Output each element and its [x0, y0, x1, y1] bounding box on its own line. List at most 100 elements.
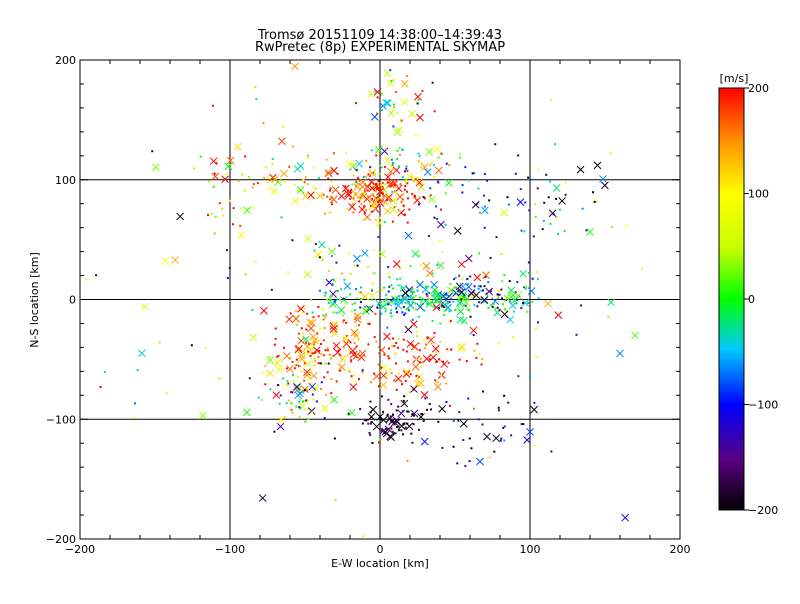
data-point-dot — [347, 412, 350, 415]
data-point-dot — [359, 306, 362, 309]
data-point-dot — [397, 405, 400, 408]
data-point-x — [548, 209, 557, 218]
data-point-x — [586, 228, 594, 236]
data-point-dot — [397, 372, 400, 375]
data-point-dot — [374, 206, 377, 209]
data-point-dot — [497, 406, 500, 409]
data-point-dot — [327, 362, 330, 365]
data-point-dot — [404, 379, 407, 382]
data-point-dot — [425, 284, 428, 287]
data-point-dot — [274, 327, 277, 330]
data-point-dot — [333, 300, 336, 303]
data-point-dot — [419, 361, 422, 364]
data-point-x — [422, 355, 431, 363]
data-point-dot — [298, 415, 301, 418]
data-point-dot — [315, 400, 318, 403]
data-point-dot — [480, 363, 483, 366]
data-point-dot — [380, 109, 383, 112]
data-point-dot — [472, 334, 475, 337]
data-point-dot — [363, 419, 366, 422]
data-point-dot — [322, 314, 325, 317]
data-point-dot — [318, 256, 321, 259]
data-point-dot — [239, 224, 242, 227]
data-point-dot — [412, 423, 415, 426]
data-point-x — [325, 278, 334, 287]
data-point-dot — [480, 289, 483, 292]
data-point-dot — [429, 187, 432, 190]
data-point-x — [339, 295, 348, 304]
data-point-dot — [295, 323, 298, 326]
data-point-x — [406, 340, 415, 348]
data-point-dot — [313, 341, 316, 344]
data-point-dot — [348, 198, 351, 201]
data-point-x — [367, 90, 376, 98]
data-point-dot — [319, 362, 322, 365]
data-point-dot — [358, 179, 361, 182]
data-point-dot — [469, 315, 472, 318]
data-point-dot — [369, 204, 372, 207]
data-point-x — [503, 294, 512, 303]
data-point-dot — [494, 307, 497, 310]
data-point-dot — [575, 333, 578, 336]
data-point-dot — [545, 173, 548, 176]
data-point-dot — [350, 359, 353, 362]
data-point-x — [353, 254, 361, 263]
data-point-dot — [390, 299, 393, 302]
data-point-dot — [438, 358, 441, 361]
data-point-x — [302, 335, 310, 344]
data-point-x — [420, 437, 429, 446]
data-point-dot — [325, 171, 328, 174]
data-point-dot — [309, 382, 312, 385]
data-point-dot — [322, 318, 325, 321]
data-point-dot — [369, 400, 372, 403]
data-point-dot — [324, 316, 327, 319]
data-point-dot — [357, 176, 360, 179]
data-point-dot — [381, 289, 384, 292]
data-point-dot — [374, 312, 377, 315]
data-point-x — [330, 395, 338, 404]
data-point-x — [410, 385, 418, 393]
data-point-dot — [312, 316, 315, 319]
data-point-dot — [522, 423, 525, 426]
data-point-x — [294, 345, 303, 354]
data-point-dot — [243, 189, 246, 192]
data-point-dot — [318, 349, 321, 352]
data-point-x — [277, 415, 285, 424]
data-point-dot — [481, 358, 484, 361]
data-point-x — [471, 200, 480, 209]
data-point-dot — [354, 325, 357, 328]
data-point-dot — [293, 380, 296, 383]
data-point-x — [383, 332, 391, 341]
data-point-dot — [394, 191, 397, 194]
data-point-dot — [380, 366, 383, 369]
data-point-x — [375, 300, 384, 308]
data-point-dot — [385, 293, 388, 296]
data-point-dot — [367, 343, 370, 346]
data-point-x — [383, 69, 392, 78]
data-point-dot — [462, 439, 465, 442]
data-point-dot — [391, 163, 394, 166]
data-point-x — [414, 92, 422, 101]
data-point-dot — [425, 293, 428, 296]
data-point-dot — [436, 217, 439, 220]
data-point-dot — [357, 338, 360, 341]
data-point-dot — [363, 305, 366, 308]
data-point-dot — [441, 446, 444, 449]
data-point-dot — [486, 294, 489, 297]
data-point-dot — [403, 188, 406, 191]
data-point-dot — [396, 149, 399, 152]
data-point-x — [353, 315, 362, 324]
data-point-dot — [343, 337, 346, 340]
data-point-dot — [528, 209, 531, 212]
data-point-dot — [214, 215, 217, 218]
data-point-dot — [341, 272, 344, 275]
data-point-dot — [524, 287, 527, 290]
data-point-x — [392, 260, 401, 268]
data-point-dot — [323, 417, 326, 420]
data-point-dot — [400, 201, 403, 204]
data-point-dot — [470, 447, 473, 450]
data-point-dot — [512, 310, 515, 313]
data-point-dot — [488, 456, 491, 459]
data-point-dot — [527, 271, 530, 274]
data-point-dot — [391, 344, 394, 347]
